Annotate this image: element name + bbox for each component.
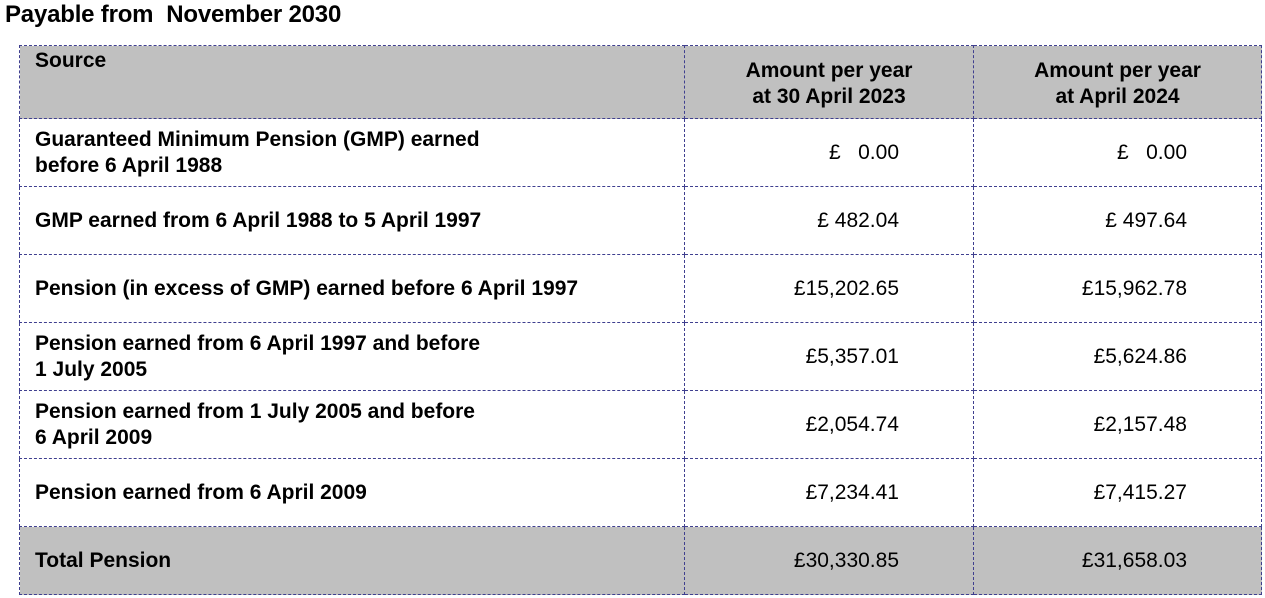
- row-amount-2024: £ 0.00: [973, 118, 1262, 187]
- header-amount-2023-line2: at 30 April 2023: [752, 85, 906, 108]
- total-label: Total Pension: [19, 526, 685, 595]
- header-amount-2024: Amount per year at April 2024: [973, 45, 1262, 119]
- row-amount-2023: £5,357.01: [684, 322, 974, 391]
- row-label: GMP earned from 6 April 1988 to 5 April …: [19, 186, 685, 255]
- row-amount-2024: £ 497.64: [973, 186, 1262, 255]
- row-amount-2023: £7,234.41: [684, 458, 974, 527]
- row-label: Pension earned from 6 April 2009: [19, 458, 685, 527]
- row-label: Pension earned from 1 July 2005 and befo…: [19, 390, 685, 459]
- table-row: Pension earned from 6 April 2009 £7,234.…: [19, 458, 1262, 527]
- table-row: Pension (in excess of GMP) earned before…: [19, 254, 1262, 323]
- total-amount-2024: £31,658.03: [973, 526, 1262, 595]
- total-row: Total Pension £30,330.85 £31,658.03: [19, 526, 1262, 595]
- total-amount-2023: £30,330.85: [684, 526, 974, 595]
- row-label-line2: before 6 April 1988: [35, 153, 223, 177]
- row-amount-2023: £2,054.74: [684, 390, 974, 459]
- row-label: Pension (in excess of GMP) earned before…: [19, 254, 685, 323]
- row-label: Guaranteed Minimum Pension (GMP) earned …: [19, 118, 685, 187]
- table-row: Pension earned from 6 April 1997 and bef…: [19, 322, 1262, 391]
- table-header-row: Source Amount per year at 30 April 2023 …: [19, 45, 1262, 119]
- row-amount-2024: £15,962.78: [973, 254, 1262, 323]
- header-source: Source: [19, 45, 685, 119]
- page-title: Payable from November 2030: [5, 1, 342, 28]
- row-label-line2: 6 April 2009: [35, 425, 153, 449]
- header-amount-2024-line2: at April 2024: [1055, 85, 1180, 108]
- table-row: GMP earned from 6 April 1988 to 5 April …: [19, 186, 1262, 255]
- row-label-line1: Pension earned from 1 July 2005 and befo…: [35, 399, 475, 423]
- row-amount-2024: £7,415.27: [973, 458, 1262, 527]
- pension-table: Source Amount per year at 30 April 2023 …: [19, 45, 1262, 595]
- row-amount-2024: £5,624.86: [973, 322, 1262, 391]
- row-amount-2023: £15,202.65: [684, 254, 974, 323]
- header-amount-2024-line1: Amount per year: [1034, 59, 1201, 82]
- row-amount-2023: £ 0.00: [684, 118, 974, 187]
- header-amount-2023: Amount per year at 30 April 2023: [684, 45, 974, 119]
- row-amount-2024: £2,157.48: [973, 390, 1262, 459]
- row-label: Pension earned from 6 April 1997 and bef…: [19, 322, 685, 391]
- table-row: Guaranteed Minimum Pension (GMP) earned …: [19, 118, 1262, 187]
- row-label-line1: Guaranteed Minimum Pension (GMP) earned: [35, 127, 480, 151]
- table-row: Pension earned from 1 July 2005 and befo…: [19, 390, 1262, 459]
- row-amount-2023: £ 482.04: [684, 186, 974, 255]
- row-label-line1: Pension earned from 6 April 1997 and bef…: [35, 331, 481, 355]
- header-amount-2023-line1: Amount per year: [745, 59, 913, 82]
- row-label-line2: 1 July 2005: [35, 357, 148, 381]
